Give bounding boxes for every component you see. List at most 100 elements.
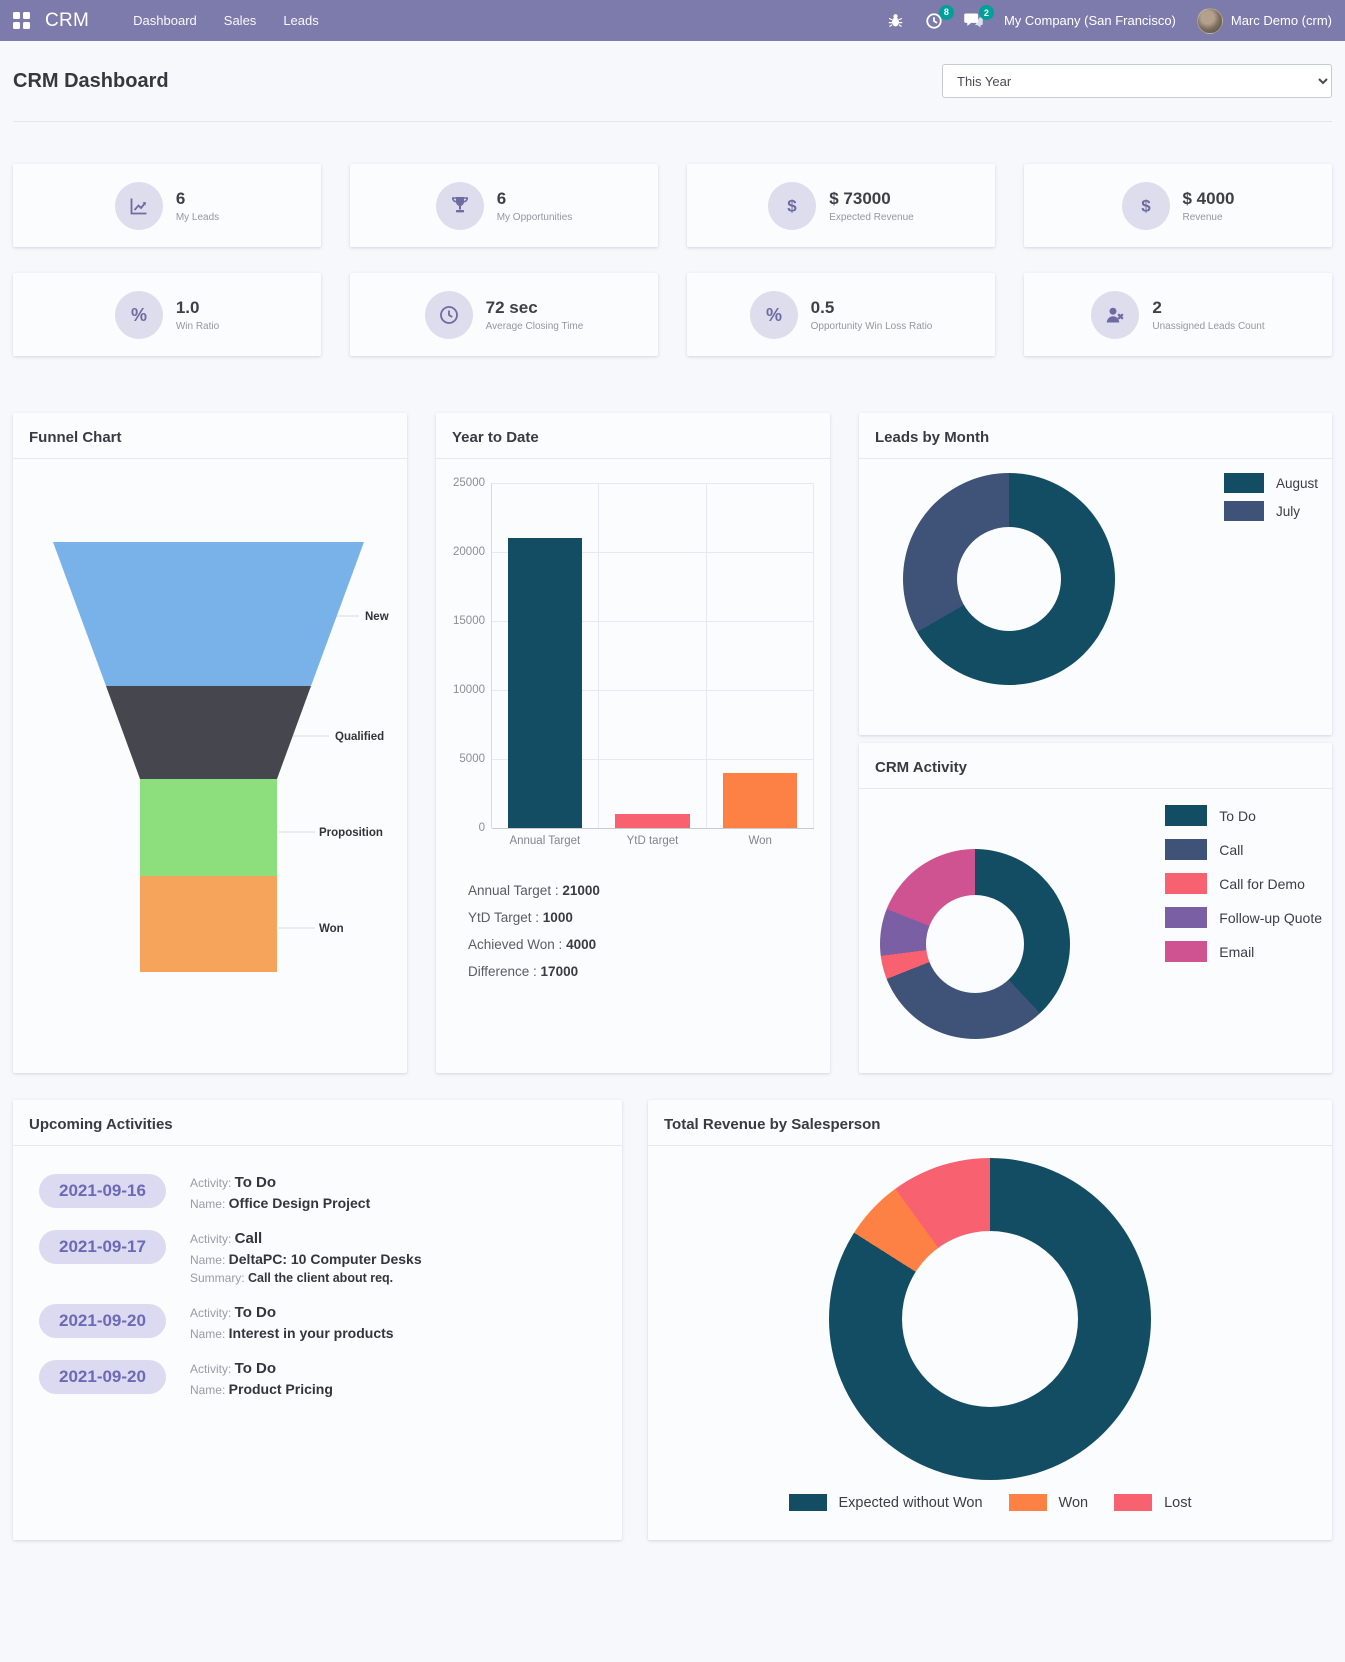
messages-icon[interactable]: 2 <box>964 5 994 29</box>
trophy-icon <box>435 181 484 230</box>
legend-label-follow-up-quote: Follow-up Quote <box>1219 909 1322 926</box>
card-title: Total Revenue by Salesperson <box>648 1100 1332 1146</box>
app-brand[interactable]: CRM <box>45 9 90 31</box>
kpi-card-expected-revenue: $ $ 73000 Expected Revenue <box>687 164 995 247</box>
legend-label-call: Call <box>1219 841 1244 858</box>
x-axis-labels: Annual Target YtD target Won <box>509 835 772 847</box>
legend-swatch-won <box>1008 1494 1047 1511</box>
legend-swatch-call <box>1165 839 1208 860</box>
legend-swatch-lost <box>1114 1494 1153 1511</box>
card-title: Upcoming Activities <box>13 1100 622 1146</box>
menu-item-leads[interactable]: Leads <box>283 13 319 28</box>
line-chart-icon <box>114 181 163 230</box>
crm-activity-donut <box>880 849 1070 1039</box>
svg-text:$: $ <box>788 196 798 215</box>
legend-label-expected-without-won: Expected without Won <box>838 1494 983 1511</box>
menu-item-sales[interactable]: Sales <box>223 13 257 28</box>
legend-label-july: July <box>1275 503 1300 519</box>
legend-label-won: Won <box>1058 1494 1089 1511</box>
activity-list-item: 2021-09-16 Activity: To Do Name: Office … <box>39 1174 606 1211</box>
activity-date-badge: 2021-09-17 <box>39 1230 166 1264</box>
user-x-icon <box>1091 290 1140 339</box>
percent-icon: % <box>749 290 798 339</box>
card-title: Leads by Month <box>859 413 1332 459</box>
revenue-by-salesperson-donut <box>829 1158 1151 1480</box>
card-title: CRM Activity <box>859 743 1332 789</box>
menu-item-dashboard[interactable]: Dashboard <box>133 13 197 28</box>
activity-date-badge: 2021-09-16 <box>39 1174 166 1208</box>
header-divider <box>13 121 1332 122</box>
kpi-label: My Opportunities <box>496 211 573 223</box>
funnel-stage-won <box>140 876 277 972</box>
svg-text:%: % <box>131 305 147 325</box>
bar-ytd-target <box>615 814 690 828</box>
funnel-chart-card: Funnel Chart New Qualified Propositi <box>13 413 407 1073</box>
legend-swatch-expected-without-won <box>788 1494 827 1511</box>
apps-menu-icon[interactable] <box>13 11 31 30</box>
legend-label-call-for-demo: Call for Demo <box>1219 875 1305 892</box>
kpi-value: 6 <box>496 188 507 208</box>
activity-list-item: 2021-09-20 Activity: To Do Name: Product… <box>39 1360 606 1397</box>
percent-icon: % <box>114 290 163 339</box>
kpi-label: My Leads <box>175 211 220 223</box>
crm-activity-card: CRM Activity To Do Call <box>859 743 1332 1073</box>
funnel-stage-proposition <box>140 779 277 876</box>
leads-by-month-donut <box>903 473 1115 685</box>
crm-activity-legend: To Do Call Call for Demo Follow-up <box>1165 805 1322 967</box>
kpi-value: 6 <box>175 188 186 208</box>
legend-swatch-august <box>1223 473 1264 493</box>
activities-count-badge: 8 <box>938 4 954 20</box>
legend-label-email: Email <box>1219 943 1255 960</box>
period-filter-select[interactable]: This Year <box>942 64 1332 98</box>
kpi-card-revenue: $ $ 4000 Revenue <box>1024 164 1332 247</box>
legend-swatch-follow-up-quote <box>1165 907 1208 928</box>
debug-bug-icon[interactable] <box>887 12 904 29</box>
year-to-date-card: Year to Date 25000 20000 15000 10000 500… <box>436 413 830 1073</box>
kpi-value: $ 4000 <box>1182 188 1235 208</box>
kpi-label: Opportunity Win Loss Ratio <box>810 320 933 332</box>
funnel-stage-new <box>53 542 364 686</box>
kpi-label: Unassigned Leads Count <box>1152 320 1265 332</box>
kpi-label: Win Ratio <box>175 320 220 332</box>
legend-label-todo: To Do <box>1219 807 1256 824</box>
legend-swatch-email <box>1165 941 1208 962</box>
user-menu[interactable]: Marc Demo (crm) <box>1230 13 1332 28</box>
messages-count-badge: 2 <box>978 5 994 20</box>
upcoming-activities-card: Upcoming Activities 2021-09-16 Activity:… <box>13 1100 622 1540</box>
kpi-card-my-opportunities: 6 My Opportunities <box>350 164 658 247</box>
ytd-bar-chart: 25000 20000 15000 10000 5000 0 <box>436 459 830 979</box>
leads-by-month-card: Leads by Month August July <box>859 413 1332 735</box>
main-menu: Dashboard Sales Leads <box>133 13 319 28</box>
svg-text:$: $ <box>1141 196 1151 215</box>
kpi-value: $ 73000 <box>829 188 891 208</box>
svg-text:%: % <box>766 305 782 325</box>
dollar-icon: $ <box>768 181 817 230</box>
kpi-card-unassigned-leads: 2 Unassigned Leads Count <box>1024 273 1332 356</box>
user-avatar[interactable] <box>1196 7 1223 34</box>
legend-swatch-call-for-demo <box>1165 873 1208 894</box>
ytd-summary: Annual Target : 21000 YtD Target : 1000 … <box>468 883 600 979</box>
leads-by-month-legend: August July <box>1223 473 1318 521</box>
page-title: CRM Dashboard <box>13 69 169 92</box>
kpi-card-win-ratio: % 1.0 Win Ratio <box>13 273 321 356</box>
kpi-value: 0.5 <box>810 297 835 317</box>
revenue-legend: Expected without Won Won Lost <box>664 1494 1316 1511</box>
company-switcher[interactable]: My Company (San Francisco) <box>1003 13 1176 28</box>
kpi-value: 2 <box>1152 297 1162 317</box>
funnel-label-proposition: Proposition <box>319 827 383 839</box>
activities-clock-icon[interactable]: 8 <box>925 4 954 30</box>
bar-annual-target <box>507 538 583 828</box>
funnel-chart: New Qualified Proposition Won <box>13 459 407 1002</box>
kpi-value: 1.0 <box>175 297 200 317</box>
kpi-card-opportunity-win-loss-ratio: % 0.5 Opportunity Win Loss Ratio <box>687 273 995 356</box>
activity-date-badge: 2021-09-20 <box>39 1304 166 1338</box>
legend-label-lost: Lost <box>1164 1494 1192 1511</box>
funnel-label-won: Won <box>319 923 344 935</box>
legend-swatch-july <box>1223 501 1264 521</box>
activity-list-item: 2021-09-20 Activity: To Do Name: Interes… <box>39 1304 606 1341</box>
clock-icon <box>424 290 473 339</box>
kpi-grid: 6 My Leads 6 My Opportunities $ <box>13 164 1332 356</box>
kpi-label: Average Closing Time <box>485 320 584 332</box>
funnel-stage-qualified <box>106 686 311 779</box>
kpi-card-average-closing-time: 72 sec Average Closing Time <box>350 273 658 356</box>
